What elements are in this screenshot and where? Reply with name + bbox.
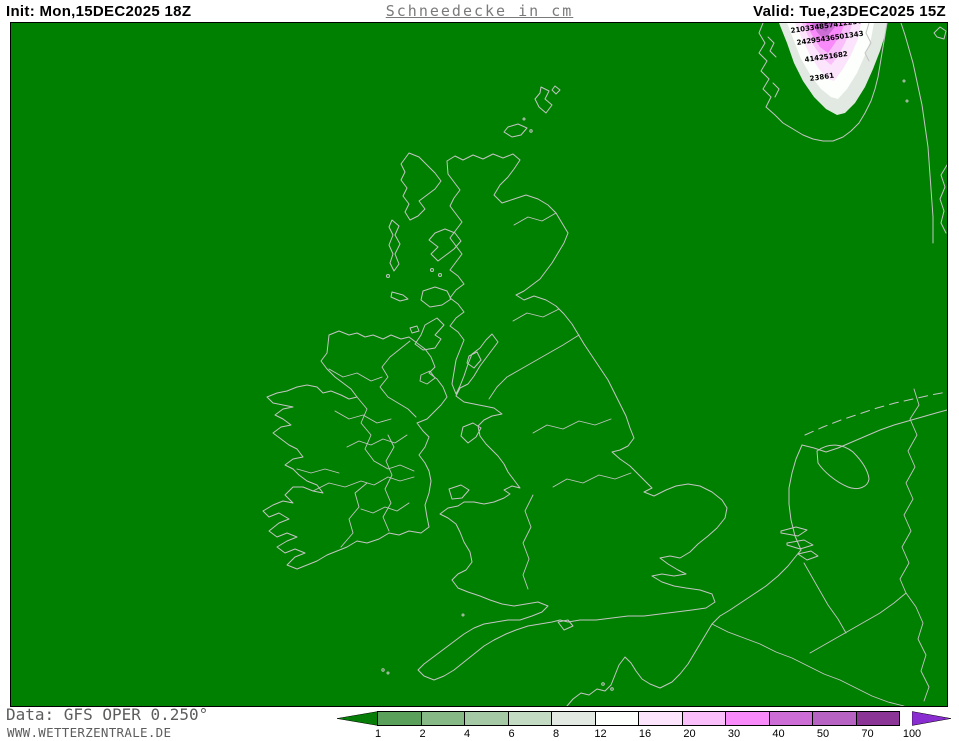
legend-segment (855, 711, 900, 726)
legend-segment (464, 711, 509, 726)
arran (466, 351, 482, 369)
map-canvas: 2 10 33 48 57 41 22 30 24 17 142 4 29 54… (11, 23, 947, 706)
islay-jura (414, 317, 445, 351)
weather-map: 2 10 33 48 57 41 22 30 24 17 142 4 29 54… (10, 22, 948, 707)
legend-segment (638, 711, 683, 726)
ijsselmeer-lake (816, 444, 870, 490)
norway-fjords (767, 36, 780, 98)
legend-segment (377, 711, 422, 726)
oslofjord (864, 23, 872, 62)
anglesey (448, 484, 470, 500)
other-islands (381, 325, 614, 691)
coastline-norway (758, 23, 888, 142)
legend-tick-label: 6 (508, 728, 515, 740)
data-source-label: Data: GFS OPER 0.250° (6, 705, 209, 724)
coastline-great-britain (417, 153, 728, 681)
sea-land-background (11, 23, 947, 706)
legend-tick-label: 30 (727, 728, 741, 740)
legend-tick-label: 1 (374, 728, 382, 740)
continental-borders (711, 388, 930, 706)
snow-cover-area (779, 23, 887, 115)
snow-depth-values: 2 3 8 6 1 (809, 72, 835, 83)
snow-band-40-50 (812, 23, 837, 40)
coastline-denmark-edge (939, 164, 947, 234)
legend-segment (812, 711, 857, 726)
website-label: WWW.WETTERZENTRALE.DE (7, 725, 172, 740)
skye (428, 228, 462, 262)
lewis-harris (400, 152, 442, 221)
scottish-islands (386, 85, 561, 369)
legend-tick-label: 70 (861, 728, 874, 740)
tiree-coll (390, 291, 409, 302)
legend-tick-label: 8 (552, 728, 560, 740)
legend-tick-label: 4 (463, 728, 471, 740)
lake-vanern (933, 26, 947, 40)
lough-neagh (419, 370, 436, 385)
legend-segment (768, 711, 813, 726)
legend-colorbar: 1 2 4 6 8 12 16 20 30 40 50 70 100 (336, 711, 952, 741)
legend-overflow-arrow (912, 711, 952, 726)
coastline-france-belgium (566, 549, 802, 706)
mull (420, 286, 452, 308)
frisian-islands (804, 391, 947, 436)
legend-segment (725, 711, 770, 726)
zeeland-delta-islands (780, 526, 819, 561)
legend-tick-label: 2 (419, 728, 426, 740)
legend-segments (377, 711, 900, 726)
isle-of-wight (557, 619, 574, 631)
uk-internal-borders (488, 212, 632, 590)
legend-segment (551, 711, 596, 726)
wadden-coast (801, 409, 947, 453)
legend-tick-label: 16 (638, 728, 652, 740)
rathlin (409, 325, 420, 334)
coastlines (262, 23, 947, 706)
coastline-ireland (262, 330, 448, 570)
legend-tick-label: 50 (816, 728, 830, 740)
init-time-label: Init: Mon,15DEC2025 18Z (6, 3, 192, 20)
legend-tick-label: 20 (683, 728, 696, 740)
county-borders-ireland (296, 340, 436, 548)
valid-time-label: Valid: Tue,23DEC2025 15Z (753, 3, 946, 20)
shetland (534, 86, 553, 114)
isle-of-man (460, 422, 482, 444)
map-title: Schneedecke in cm (385, 2, 574, 20)
legend-segment (507, 711, 552, 726)
orkney (503, 123, 528, 138)
coastline-sweden (900, 23, 934, 244)
legend-segment (420, 711, 465, 726)
legend-tick-label: 100 (902, 728, 922, 740)
legend-tick-label: 12 (594, 728, 607, 740)
legend-tick-label: 40 (772, 728, 785, 740)
snow-band-50-70 (817, 23, 831, 32)
legend-underflow-arrow (336, 711, 378, 726)
coastline-netherlands (788, 444, 803, 551)
legend-segment (594, 711, 639, 726)
uists (388, 219, 401, 272)
legend-segment (681, 711, 726, 726)
